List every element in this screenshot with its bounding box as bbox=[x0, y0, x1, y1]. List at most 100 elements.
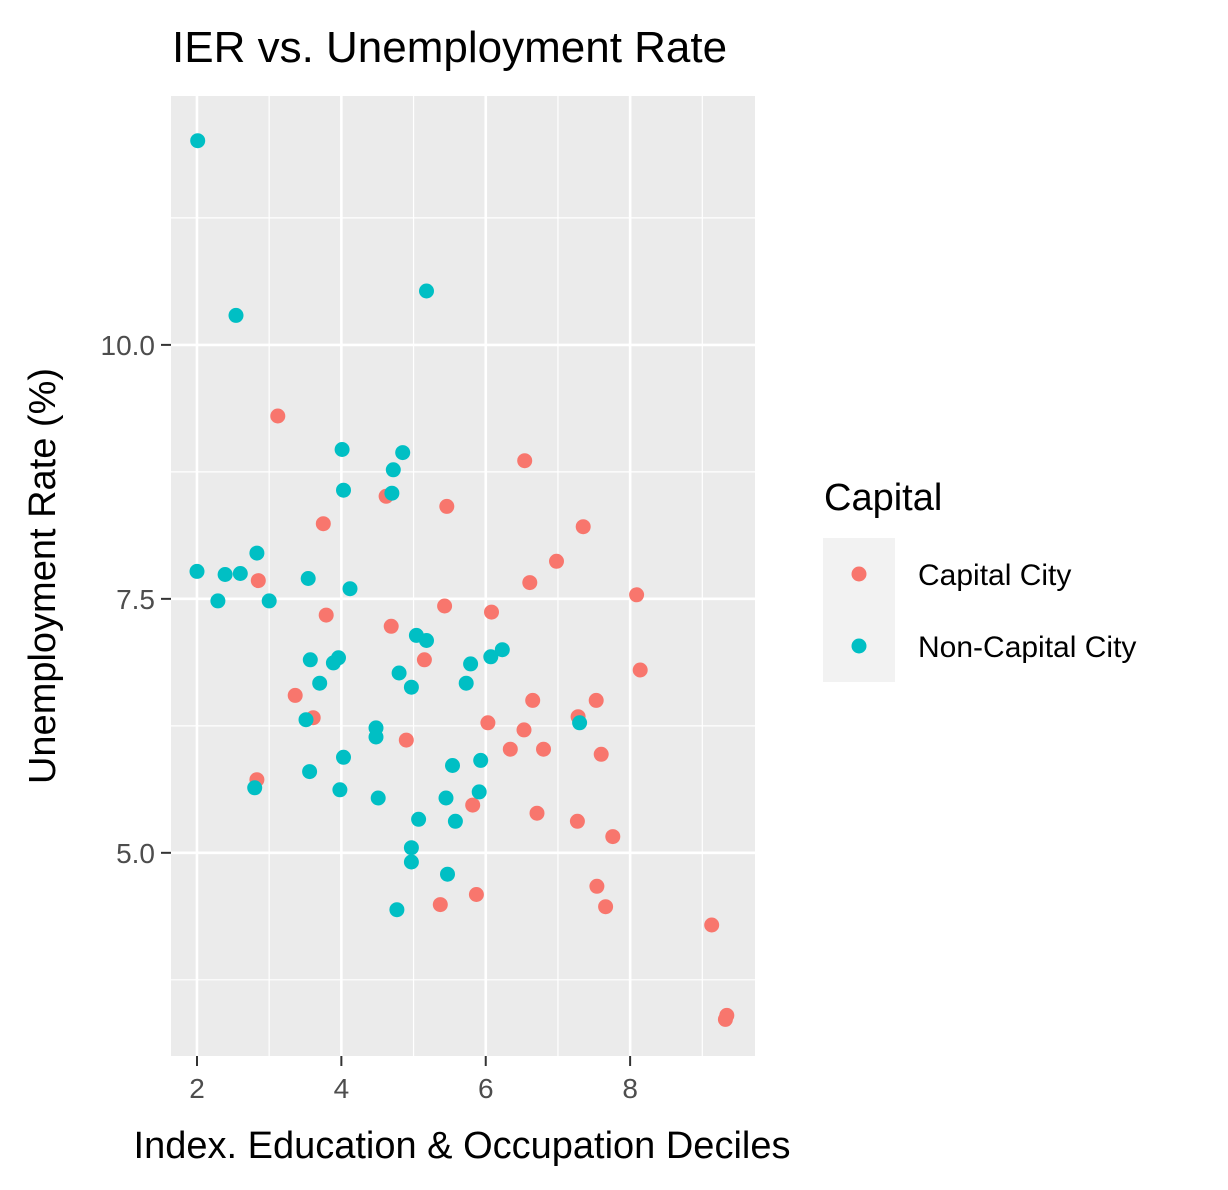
data-point-non-capital-city bbox=[302, 764, 318, 780]
data-point-non-capital-city bbox=[217, 567, 233, 582]
y-tick-label: 10.0 bbox=[101, 330, 156, 361]
legend-key-background bbox=[823, 538, 895, 682]
data-point-capital-city bbox=[484, 604, 499, 620]
data-point-non-capital-city bbox=[261, 593, 277, 609]
data-point-non-capital-city bbox=[473, 752, 489, 768]
x-tick-label: 8 bbox=[622, 1073, 638, 1104]
data-point-non-capital-city bbox=[247, 780, 263, 796]
data-point-non-capital-city bbox=[438, 790, 454, 806]
minor-gridlines bbox=[171, 96, 755, 1056]
data-point-capital-city bbox=[549, 553, 564, 569]
data-point-capital-city bbox=[416, 652, 432, 668]
data-point-capital-city bbox=[516, 722, 532, 738]
data-point-non-capital-city bbox=[334, 442, 350, 457]
data-point-non-capital-city bbox=[447, 813, 463, 829]
data-point-capital-city bbox=[517, 453, 533, 469]
data-point-non-capital-city bbox=[228, 307, 244, 323]
data-point-capital-city bbox=[605, 829, 621, 845]
x-tick-label: 4 bbox=[334, 1073, 350, 1104]
data-point-non-capital-city bbox=[302, 652, 318, 668]
data-point-capital-city bbox=[287, 687, 303, 703]
data-point-non-capital-city bbox=[325, 655, 341, 671]
chart-title: IER vs. Unemployment Rate bbox=[172, 23, 727, 72]
data-point-capital-city bbox=[536, 741, 551, 757]
data-point-capital-city bbox=[522, 575, 538, 591]
data-point-non-capital-city bbox=[391, 665, 407, 681]
data-point-non-capital-city bbox=[572, 715, 588, 731]
data-point-capital-city bbox=[383, 618, 399, 634]
data-point-non-capital-city bbox=[403, 679, 419, 695]
data-point-non-capital-city bbox=[440, 866, 455, 882]
data-point-capital-city bbox=[437, 598, 453, 614]
data-point-capital-city bbox=[250, 573, 266, 589]
data-point-capital-city bbox=[717, 1011, 733, 1027]
data-point-non-capital-city bbox=[370, 790, 386, 806]
data-point-non-capital-city bbox=[232, 566, 248, 581]
data-point-capital-city bbox=[465, 797, 481, 813]
data-point-capital-city bbox=[575, 519, 591, 535]
y-axis: 5.0 7.5 10.0 bbox=[101, 330, 171, 869]
data-point-capital-city bbox=[704, 917, 720, 933]
data-point-non-capital-city bbox=[300, 571, 316, 586]
legend: Capital Capital City Non-Capital City bbox=[823, 477, 1136, 682]
data-point-capital-city bbox=[398, 732, 414, 748]
major-gridlines bbox=[171, 96, 755, 1056]
data-point-non-capital-city bbox=[312, 675, 328, 691]
data-point-capital-city bbox=[439, 498, 455, 514]
data-point-non-capital-city bbox=[336, 749, 351, 765]
data-point-non-capital-city bbox=[249, 545, 265, 561]
data-point-capital-city bbox=[632, 662, 648, 678]
data-point-capital-city bbox=[629, 587, 645, 603]
data-point-non-capital-city bbox=[494, 642, 510, 658]
y-axis-title: Unemployment Rate (%) bbox=[22, 368, 64, 784]
data-point-capital-city bbox=[432, 897, 448, 913]
data-point-non-capital-city bbox=[463, 656, 479, 672]
legend-label-non-capital-city: Non-Capital City bbox=[918, 631, 1136, 664]
data-point-non-capital-city bbox=[332, 782, 348, 798]
data-point-non-capital-city bbox=[403, 840, 419, 856]
data-point-non-capital-city bbox=[419, 633, 434, 648]
data-point-non-capital-city bbox=[395, 445, 411, 461]
data-point-non-capital-city bbox=[298, 712, 314, 728]
data-point-non-capital-city bbox=[471, 784, 487, 800]
data-point-capital-city bbox=[589, 878, 605, 894]
data-point-non-capital-city bbox=[189, 563, 205, 579]
data-point-non-capital-city bbox=[483, 649, 499, 665]
data-point-non-capital-city bbox=[403, 854, 419, 870]
data-point-capital-city bbox=[468, 887, 484, 902]
data-point-non-capital-city bbox=[342, 581, 358, 597]
data-point-non-capital-city bbox=[384, 485, 400, 501]
x-tick-label: 6 bbox=[478, 1073, 494, 1104]
data-point-capital-city bbox=[569, 813, 585, 829]
data-point-non-capital-city bbox=[419, 283, 434, 299]
x-tick-label: 2 bbox=[189, 1073, 205, 1104]
y-tick-label: 5.0 bbox=[116, 838, 155, 869]
data-point-capital-city bbox=[502, 741, 518, 757]
data-point-capital-city bbox=[593, 746, 609, 762]
data-point-capital-city bbox=[529, 805, 545, 821]
data-point-non-capital-city bbox=[385, 462, 401, 478]
data-point-capital-city bbox=[525, 692, 541, 708]
legend-key-capital-city bbox=[851, 566, 867, 582]
x-axis-title: Index. Education & Occupation Deciles bbox=[134, 1125, 791, 1167]
data-point-non-capital-city bbox=[210, 593, 226, 609]
data-point-capital-city bbox=[598, 899, 614, 915]
data-point-capital-city bbox=[270, 408, 286, 424]
plot-panel bbox=[171, 96, 755, 1056]
y-tick-label: 7.5 bbox=[116, 584, 155, 615]
data-point-non-capital-city bbox=[190, 133, 206, 149]
data-point-capital-city bbox=[315, 516, 331, 532]
data-point-non-capital-city bbox=[389, 902, 405, 918]
data-point-non-capital-city bbox=[445, 758, 460, 773]
data-point-non-capital-city bbox=[336, 482, 351, 498]
x-axis: 2 4 6 8 bbox=[189, 1056, 638, 1104]
data-point-non-capital-city bbox=[458, 675, 474, 691]
data-point-capital-city bbox=[480, 715, 496, 731]
data-point-capital-city bbox=[588, 692, 604, 708]
data-point-capital-city bbox=[318, 607, 334, 623]
data-point-non-capital-city bbox=[368, 729, 384, 745]
data-point-non-capital-city bbox=[411, 811, 427, 827]
legend-label-capital-city: Capital City bbox=[918, 559, 1071, 592]
data-points bbox=[189, 133, 735, 1027]
